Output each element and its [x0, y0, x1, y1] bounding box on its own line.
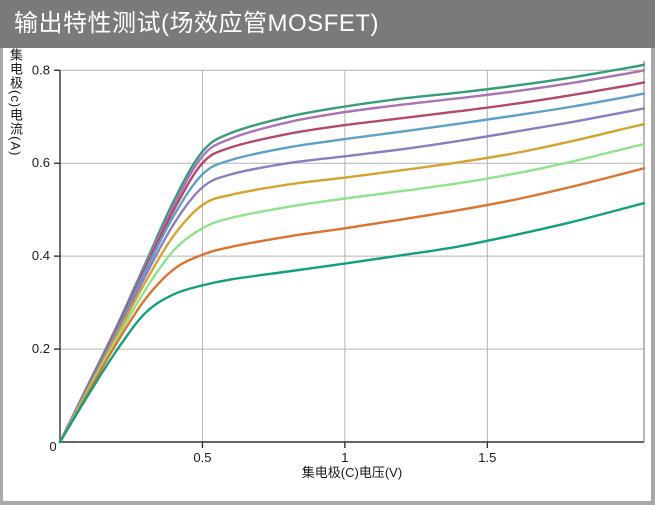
y-tick-label: 0.2	[32, 341, 50, 356]
x-tick-label: 0.5	[193, 450, 211, 465]
tick-labels: 0.2 0.4 0.6 0.8 0.5 1 1.5 0	[32, 62, 496, 465]
curve-1	[58, 63, 646, 444]
output-characteristics-chart: 0.2 0.4 0.6 0.8 0.5 1 1.5 0	[32, 61, 646, 465]
curve-5	[58, 107, 646, 444]
window-border-left	[0, 48, 3, 505]
title-bar: 输出特性测试(场效应管MOSFET)	[0, 0, 655, 48]
axes-spines	[59, 61, 645, 443]
y-axis-label: 集电极(c)电流(A)	[8, 48, 23, 157]
origin-tick-label: 0	[49, 439, 56, 454]
page-title: 输出特性测试(场效应管MOSFET)	[14, 10, 379, 37]
x-axis-label: 集电极(C)电压(V)	[301, 465, 403, 480]
y-tick-label: 0.8	[32, 62, 50, 77]
x-tick-label: 1.5	[478, 450, 496, 465]
curve-8	[58, 167, 646, 444]
window-border-bottom	[0, 501, 655, 505]
chart-area: 0.2 0.4 0.6 0.8 0.5 1 1.5 0 集电极(c)电流(A) 集电极(C)电…	[0, 48, 655, 505]
curve-7	[58, 143, 646, 444]
tick-marks	[54, 69, 489, 448]
window-border-right	[651, 48, 655, 505]
curve-series	[58, 63, 646, 444]
y-tick-label: 0.6	[32, 155, 50, 170]
curve-6	[58, 123, 646, 444]
curve-9	[58, 202, 646, 444]
y-tick-label: 0.4	[32, 248, 50, 263]
gridlines	[60, 69, 644, 442]
x-tick-label: 1	[341, 450, 348, 465]
